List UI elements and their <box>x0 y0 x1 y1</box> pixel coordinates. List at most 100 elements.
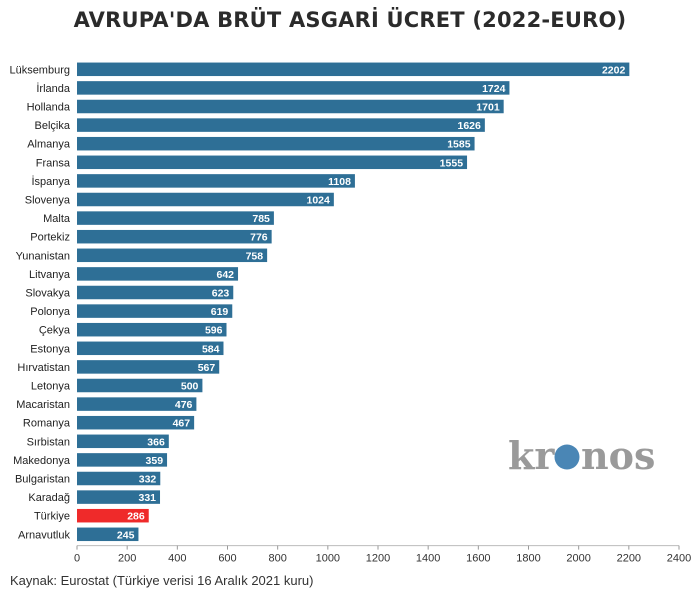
bar-highlight <box>77 508 149 523</box>
x-tick-label: 400 <box>168 553 186 565</box>
bar <box>77 248 268 263</box>
bar <box>77 341 224 356</box>
category-label: Çekya <box>39 325 71 337</box>
value-label: 286 <box>127 511 145 523</box>
x-tick-label: 800 <box>268 553 286 565</box>
value-label: 758 <box>246 250 264 262</box>
bar <box>77 434 169 449</box>
value-label: 1024 <box>306 195 330 207</box>
bar <box>77 322 227 337</box>
category-label: İspanya <box>31 175 70 188</box>
category-label: Slovenya <box>25 195 71 207</box>
bar <box>77 397 197 411</box>
value-label: 619 <box>211 306 229 318</box>
bar <box>77 415 195 430</box>
category-label: Almanya <box>27 139 71 151</box>
bar <box>77 229 272 244</box>
bar <box>77 267 239 281</box>
x-tick-label: 0 <box>74 553 80 565</box>
x-tick-label: 1000 <box>316 553 340 565</box>
value-label: 331 <box>138 492 156 504</box>
value-label: 785 <box>252 213 270 225</box>
category-label: Hollanda <box>27 102 71 114</box>
x-axis: 0 200 400 600 800 1000 1200 1400 1600 1800 2000 220… <box>74 545 691 565</box>
chart-title: AVRUPA'DA BRÜT ASGARİ ÜCRET (2022-EURO) <box>73 8 627 32</box>
category-label: Makedonya <box>13 455 71 467</box>
bar <box>77 136 475 151</box>
source-note: Kaynak: Eurostat (Türkiye verisi 16 Aral… <box>10 573 314 588</box>
x-tick-label: 600 <box>218 553 236 565</box>
value-label: 596 <box>205 325 223 337</box>
bars-group: Lüksemburg 2202 İrlanda 1724 Hollanda 1701 Bel… <box>9 62 630 542</box>
bar <box>77 174 355 188</box>
bar <box>77 527 139 542</box>
category-label: Romanya <box>23 418 71 430</box>
value-label: 1724 <box>482 83 506 95</box>
logo-text-start: kr <box>508 436 555 476</box>
bar <box>77 211 274 225</box>
x-tick-label: 1400 <box>416 553 440 565</box>
logo-text-end: nos <box>581 436 655 476</box>
category-label: Malta <box>43 213 71 225</box>
x-tick-label: 1600 <box>466 553 490 565</box>
x-tick-label: 2200 <box>617 553 641 565</box>
bar <box>77 99 504 114</box>
category-label: Belçika <box>35 120 71 132</box>
category-label: Yunanistan <box>16 250 70 262</box>
category-label: Bulgaristan <box>15 474 70 486</box>
category-label: Litvanya <box>29 269 71 281</box>
bar <box>77 118 485 132</box>
category-label: Polonya <box>30 306 71 318</box>
value-label: 567 <box>198 362 216 374</box>
value-label: 2202 <box>602 64 626 76</box>
bar <box>77 453 168 467</box>
value-label: 1626 <box>457 120 481 132</box>
category-label: Lüksemburg <box>9 64 70 76</box>
value-label: 366 <box>147 436 165 448</box>
value-label: 776 <box>250 232 268 244</box>
value-label: 1108 <box>328 176 351 188</box>
value-label: 359 <box>146 455 164 467</box>
kronos-logo: kr nos <box>508 433 658 481</box>
value-label: 1585 <box>447 139 471 151</box>
value-label: 332 <box>139 474 157 486</box>
bar <box>77 285 234 300</box>
category-label: Fransa <box>36 157 71 169</box>
category-label: Arnavutluk <box>18 529 70 541</box>
bar <box>77 304 233 318</box>
value-label: 500 <box>181 381 199 393</box>
value-label: 245 <box>117 529 135 541</box>
category-label: Macaristan <box>16 399 70 411</box>
bar <box>77 378 203 393</box>
value-label: 1701 <box>476 102 500 114</box>
x-tick-label: 2400 <box>667 553 691 565</box>
logo-dot-icon <box>554 444 580 470</box>
value-label: 642 <box>217 269 235 281</box>
value-label: 584 <box>202 343 220 355</box>
category-label: Estonya <box>30 343 71 355</box>
category-label: Karadağ <box>28 492 70 504</box>
category-label: Letonya <box>31 381 71 393</box>
category-label: İrlanda <box>36 82 71 95</box>
x-tick-label: 1200 <box>366 553 390 565</box>
value-label: 623 <box>212 288 230 300</box>
bar <box>77 155 468 170</box>
x-tick-label: 2000 <box>566 553 590 565</box>
x-tick-label: 200 <box>118 553 136 565</box>
bar <box>77 471 161 486</box>
bar <box>77 360 220 374</box>
x-tick-label: 1800 <box>516 553 540 565</box>
category-label: Hırvatistan <box>17 362 70 374</box>
bar <box>77 490 161 504</box>
category-label: Türkiye <box>34 511 70 523</box>
bar <box>77 62 630 77</box>
category-label: Portekiz <box>30 232 70 244</box>
value-label: 467 <box>173 418 191 430</box>
category-label: Slovakya <box>25 288 71 300</box>
category-label: Sırbistan <box>27 436 70 448</box>
bar <box>77 192 334 207</box>
bar <box>77 81 510 95</box>
value-label: 476 <box>175 399 193 411</box>
value-label: 1555 <box>440 157 464 169</box>
